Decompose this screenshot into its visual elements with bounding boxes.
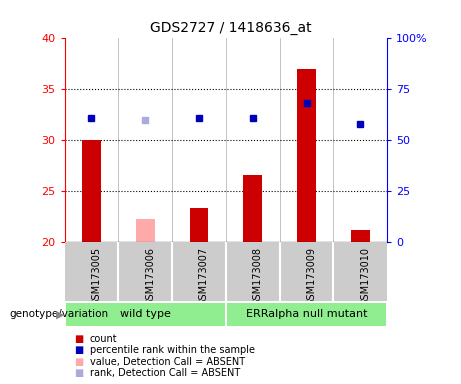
- Text: GSM173007: GSM173007: [199, 247, 209, 306]
- Text: rank, Detection Call = ABSENT: rank, Detection Call = ABSENT: [90, 368, 240, 378]
- Text: percentile rank within the sample: percentile rank within the sample: [90, 345, 255, 355]
- Bar: [65, 303, 225, 326]
- Text: count: count: [90, 334, 118, 344]
- Bar: [351, 230, 370, 242]
- Text: GSM173010: GSM173010: [361, 247, 370, 306]
- Bar: [297, 69, 316, 242]
- Bar: [189, 209, 208, 242]
- Bar: [243, 175, 262, 242]
- Text: wild type: wild type: [120, 309, 171, 319]
- Bar: [82, 140, 101, 242]
- Bar: [227, 303, 386, 326]
- Text: GSM173006: GSM173006: [145, 247, 155, 306]
- Text: GDS2727 / 1418636_at: GDS2727 / 1418636_at: [150, 21, 311, 35]
- Text: GSM173008: GSM173008: [253, 247, 263, 306]
- Text: ▶: ▶: [56, 310, 65, 319]
- Text: GSM173009: GSM173009: [307, 247, 317, 306]
- Text: ■: ■: [74, 368, 83, 378]
- Text: ■: ■: [74, 357, 83, 367]
- Bar: [136, 218, 154, 242]
- Text: GSM173005: GSM173005: [91, 247, 101, 306]
- Text: ■: ■: [74, 334, 83, 344]
- Text: genotype/variation: genotype/variation: [9, 310, 108, 319]
- Text: ERRalpha null mutant: ERRalpha null mutant: [246, 309, 367, 319]
- Text: ■: ■: [74, 345, 83, 355]
- Text: value, Detection Call = ABSENT: value, Detection Call = ABSENT: [90, 357, 245, 367]
